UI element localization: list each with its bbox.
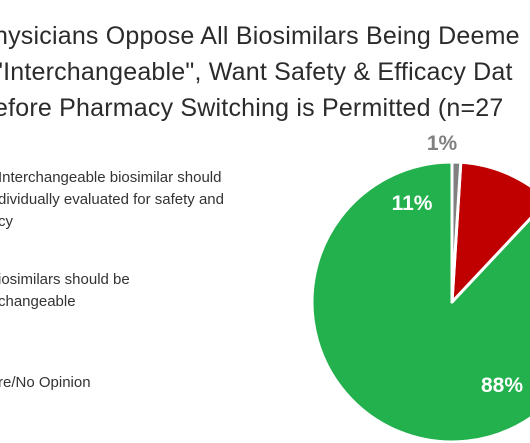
chart-title-line-3: efore Pharmacy Switching is Permitted (n… (0, 94, 504, 122)
legend-entry-safety-efficacy: Interchangeable biosimilar should dividu… (0, 167, 224, 233)
legend-entry-line: iosimilars should be (0, 271, 130, 288)
legend-entry-no-opinion: re/No Opinion (0, 372, 91, 394)
pie-slice (310, 160, 530, 443)
pie-slice-label: 11% (392, 192, 433, 215)
legend-entry-line: Interchangeable biosimilar should (0, 169, 222, 186)
legend-entry-all-interchangeable: iosimilars should be changeable (0, 269, 130, 313)
legend-entry-line: changeable (0, 293, 76, 310)
pie-slice (450, 160, 530, 304)
pie-slice-label: 88% (481, 374, 523, 397)
legend-entry-line: dividually evaluated for safety and (0, 191, 224, 208)
legend-entry-line: cy (0, 213, 13, 230)
legend-entry-line: re/No Opinion (0, 374, 91, 391)
pie-slice (450, 160, 463, 304)
chart-title-line-1: hysicians Oppose All Biosimilars Being D… (0, 22, 520, 50)
chart-title-line-2: "Interchangeable", Want Safety & Efficac… (0, 58, 513, 86)
pie-slice-label: 1% (427, 132, 458, 155)
